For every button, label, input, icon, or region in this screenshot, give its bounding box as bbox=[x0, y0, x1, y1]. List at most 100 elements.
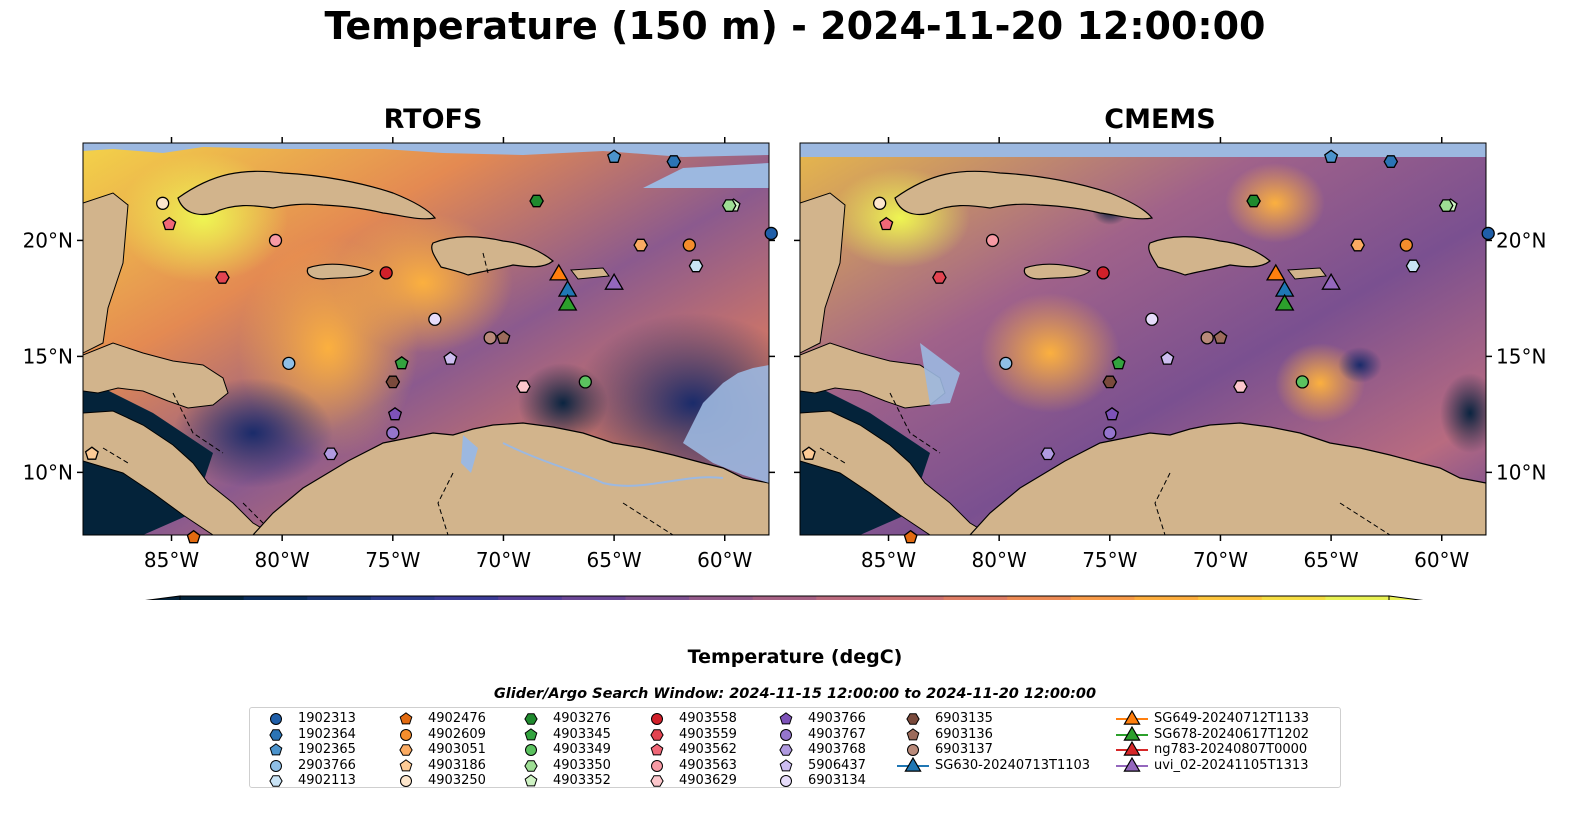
hexagon-marker-icon bbox=[269, 775, 283, 787]
triangle-marker-icon bbox=[1116, 725, 1148, 741]
station-marker-1902313 bbox=[1481, 226, 1495, 241]
station-marker-5906437 bbox=[443, 351, 458, 365]
pentagon-marker-icon bbox=[399, 712, 413, 725]
hexagon-marker-icon bbox=[906, 713, 920, 725]
lat-tick-label: 10°N bbox=[23, 460, 73, 484]
search-window-text: Glider/Argo Search Window: 2024-11-15 12… bbox=[493, 686, 1097, 702]
station-marker-4902609 bbox=[1399, 238, 1413, 252]
axis-ticks: 85°W 80°W 75°W 70°W 65°W 60°W 20°N 15°N 10°N 85°W… bbox=[23, 137, 1546, 572]
legend-label: 4902476 bbox=[428, 711, 486, 726]
station-marker-4903766 bbox=[1104, 407, 1120, 421]
panel-title-rtofs: RTOFS bbox=[383, 104, 483, 135]
station-marker-6903134 bbox=[1145, 312, 1159, 326]
station-marker-4903350 bbox=[721, 199, 737, 212]
triangle-marker-icon bbox=[1116, 756, 1148, 772]
station-marker-4902609 bbox=[682, 238, 696, 252]
station-marker-4903250 bbox=[873, 196, 887, 210]
station-marker-4903766 bbox=[387, 407, 403, 421]
station-marker-2903766 bbox=[282, 356, 296, 371]
station-marker-5906437 bbox=[1160, 351, 1175, 365]
station-marker-SG649-20240712T1133 bbox=[548, 263, 569, 281]
legend-label: 4903186 bbox=[428, 757, 486, 773]
legend-label: 4903350 bbox=[553, 757, 611, 773]
station-marker-4903349 bbox=[578, 375, 592, 389]
legend-label: 6903134 bbox=[808, 773, 866, 788]
station-marker-1902364 bbox=[666, 155, 682, 168]
legend-label: 1902365 bbox=[298, 742, 356, 757]
pentagon-marker-icon bbox=[779, 758, 793, 771]
station-marker-4903051 bbox=[633, 238, 649, 252]
circle-marker-icon bbox=[907, 744, 919, 756]
lat-tick-label: 15°N bbox=[23, 344, 73, 368]
pentagon-marker-icon bbox=[779, 712, 793, 725]
hexagon-marker-icon bbox=[269, 728, 283, 741]
station-marker-4903563 bbox=[985, 233, 1000, 248]
station-marker-6903136 bbox=[496, 330, 511, 344]
lon-tick-label: 65°W bbox=[1303, 548, 1358, 572]
station-marker-1902365 bbox=[607, 149, 622, 163]
hexagon-marker-icon bbox=[524, 713, 538, 725]
pentagon-marker-icon bbox=[906, 727, 920, 740]
legend-label: 4902609 bbox=[428, 726, 486, 742]
lon-tick-label: 70°W bbox=[476, 548, 531, 572]
station-marker-4903768 bbox=[1040, 447, 1056, 461]
station-marker-4902113 bbox=[688, 259, 704, 273]
station-marker-6903135 bbox=[1102, 375, 1118, 389]
station-marker-6903137 bbox=[1200, 331, 1214, 345]
legend-label: 6903137 bbox=[935, 742, 993, 757]
station-marker-4903559 bbox=[215, 271, 230, 284]
station-marker-4903276 bbox=[529, 194, 544, 208]
lon-tick-label: 85°W bbox=[861, 548, 916, 572]
legend-label: 4903767 bbox=[808, 726, 866, 742]
hexagon-marker-icon bbox=[779, 744, 793, 756]
station-marker-4903629 bbox=[1233, 380, 1248, 393]
lon-tick-label: 85°W bbox=[144, 548, 199, 572]
legend-label: 4903562 bbox=[679, 742, 737, 757]
lat-tick-label: 15°N bbox=[1496, 344, 1546, 368]
station-marker-SG678-20240617T1202 bbox=[1274, 293, 1295, 311]
lon-tick-label: 70°W bbox=[1193, 548, 1248, 572]
colorbar: 1718192021222324 bbox=[145, 595, 1424, 600]
legend-label: 1902364 bbox=[298, 726, 356, 742]
pentagon-marker-icon bbox=[650, 743, 664, 756]
station-marker-4903562 bbox=[162, 216, 177, 231]
station-marker-4903563 bbox=[268, 233, 283, 248]
station-marker-4902113 bbox=[1405, 259, 1421, 273]
station-marker-1902313 bbox=[764, 226, 778, 241]
legend-label: 4903558 bbox=[679, 711, 737, 726]
legend-label: 4903629 bbox=[679, 773, 737, 788]
station-marker-4903558 bbox=[379, 266, 393, 280]
station-marker-4902476 bbox=[186, 529, 201, 544]
legend-label: 6903135 bbox=[935, 711, 993, 726]
legend-label: SG678-20240617T1202 bbox=[1154, 726, 1310, 742]
hexagon-marker-icon bbox=[399, 744, 413, 756]
legend-label: 4903276 bbox=[553, 711, 611, 726]
station-marker-4903562 bbox=[879, 216, 894, 231]
lon-tick-label: 80°W bbox=[972, 548, 1027, 572]
lat-tick-label: 20°N bbox=[1496, 228, 1546, 252]
station-marker-4903186 bbox=[84, 446, 99, 460]
station-marker-1902365 bbox=[1324, 149, 1339, 163]
lat-tick-label: 20°N bbox=[23, 228, 73, 252]
station-marker-6903137 bbox=[483, 331, 497, 345]
legend-label: 4903345 bbox=[553, 726, 611, 742]
map-panels: 85°W 80°W 75°W 70°W 65°W 60°W 20°N 15°N 10°N 85°W… bbox=[23, 137, 1546, 600]
station-markers bbox=[84, 149, 1495, 544]
station-marker-4903767 bbox=[386, 426, 400, 440]
lon-tick-label: 75°W bbox=[1082, 548, 1137, 572]
cmems-map bbox=[800, 143, 1486, 535]
station-marker-1902364 bbox=[1383, 155, 1399, 168]
hexagon-marker-icon bbox=[650, 728, 664, 741]
legend-label: 4903768 bbox=[808, 742, 866, 757]
panel-title-cmems: CMEMS bbox=[1104, 104, 1216, 135]
legend-label: 5906437 bbox=[808, 757, 866, 773]
station-marker-2903766 bbox=[999, 356, 1013, 371]
circle-marker-icon bbox=[525, 744, 537, 756]
circle-marker-icon bbox=[780, 775, 792, 787]
legend-label: uvi_02-20241105T1313 bbox=[1154, 757, 1309, 773]
station-marker-6903135 bbox=[385, 375, 401, 389]
station-marker-4903345 bbox=[1111, 355, 1126, 370]
legend-label: 4903352 bbox=[553, 773, 611, 788]
lon-tick-label: 65°W bbox=[586, 548, 641, 572]
station-marker-4903559 bbox=[932, 271, 947, 284]
